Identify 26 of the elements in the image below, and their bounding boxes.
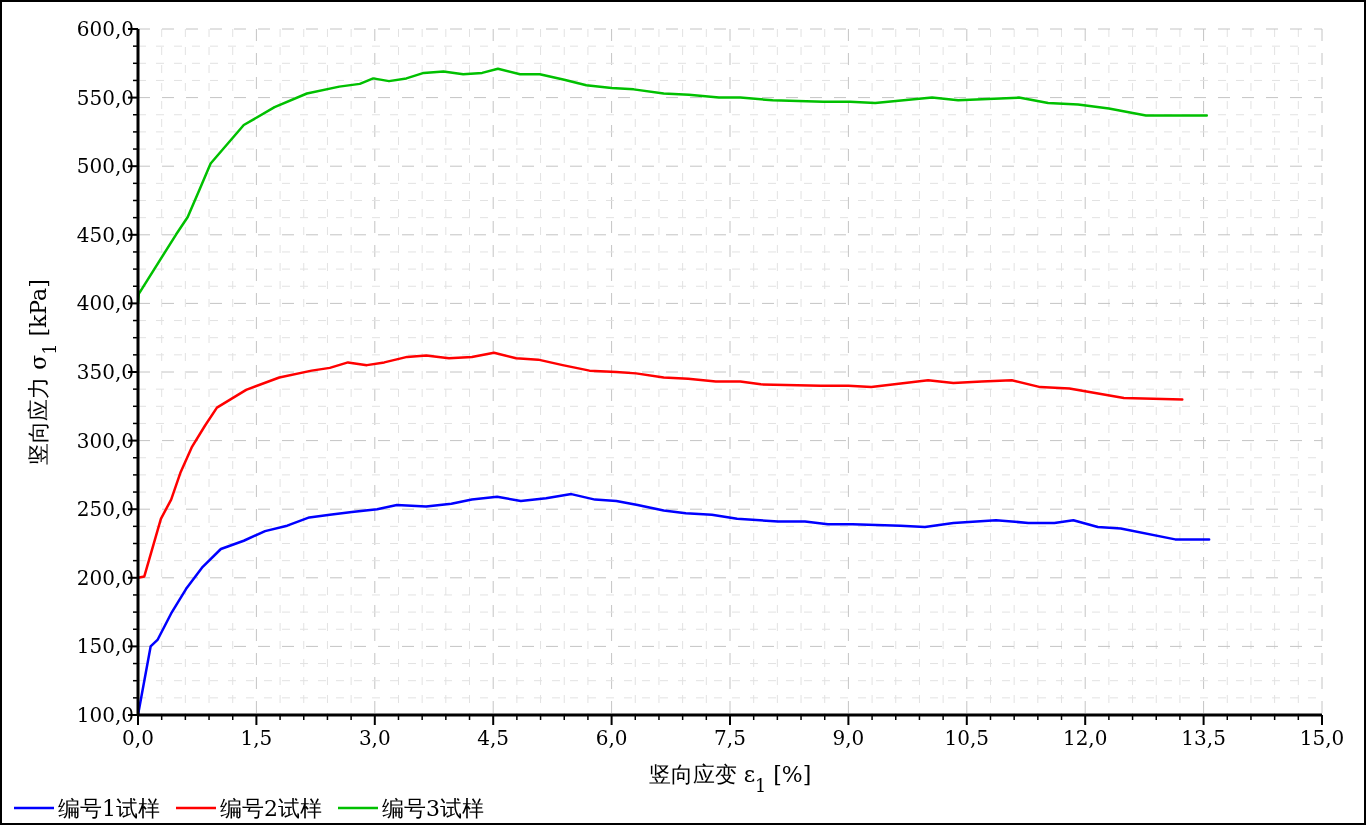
y-tick-label: 500,0 [76,154,134,179]
x-tick-label: 9,0 [832,726,865,750]
y-tick-label: 250,0 [76,497,134,522]
x-tick-label: 6,0 [595,726,628,750]
y-tick-label: 300,0 [76,428,134,453]
x-tick-label: 4,5 [477,726,510,750]
y-tick-label: 450,0 [76,222,134,247]
y-tick-label: 150,0 [76,634,134,659]
x-tick-label: 13,5 [1181,726,1226,750]
x-tick-label: 12,0 [1062,726,1108,750]
y-tick-label: 550,0 [76,85,134,110]
x-tick-label: 1,5 [240,726,273,750]
y-tick-label: 600,0 [76,17,134,41]
y-tick-label: 400,0 [76,291,134,316]
y-tick-label: 350,0 [76,360,134,384]
y-tick-label: 100,0 [76,703,134,727]
x-tick-label: 7,5 [714,726,746,750]
legend-label: 编号3试样 [382,796,484,821]
x-tick-label: 0,0 [122,726,154,750]
y-tick-label: 200,0 [76,565,134,590]
legend-label: 编号2试样 [220,796,322,821]
x-tick-label: 15,0 [1299,726,1345,750]
x-axis-title: 竖向应变 ε$_{1}$ [%] [648,762,812,796]
legend-label: 编号1试样 [58,796,160,821]
x-tick-label: 3,0 [358,726,391,750]
x-tick-label: 10,5 [944,726,990,750]
